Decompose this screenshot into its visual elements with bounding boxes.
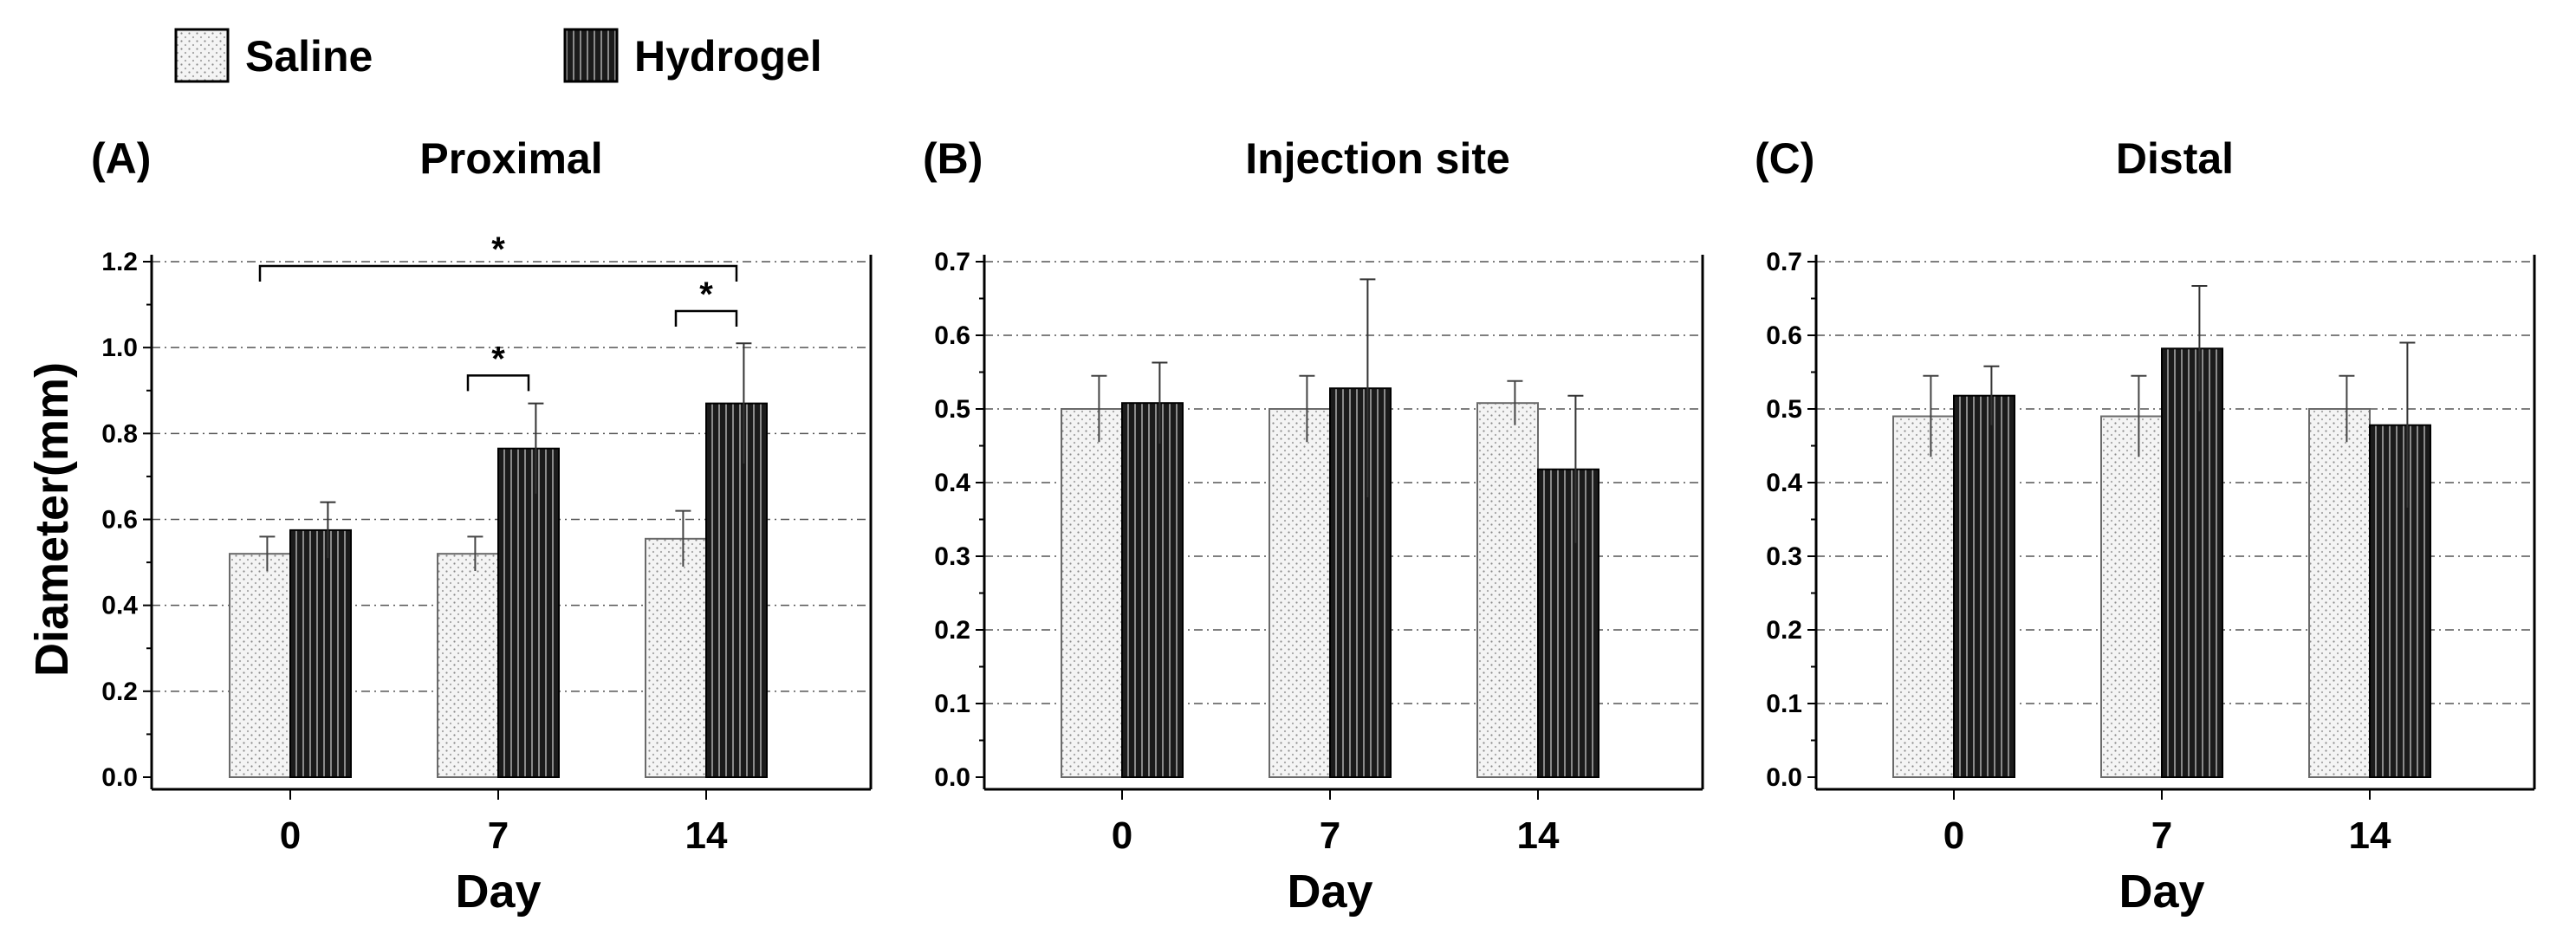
y-tick-label: 0.1	[1766, 690, 1802, 718]
panel-title: Distal	[2116, 134, 2234, 183]
bar-hydrogel	[2369, 424, 2431, 778]
y-tick-label: 0.4	[101, 592, 138, 620]
y-tick-label: 0.0	[934, 763, 970, 792]
significance-star: *	[699, 276, 713, 314]
legend-saline-label: Saline	[245, 32, 373, 81]
bar-hydrogel	[705, 402, 768, 778]
x-tick-label: 14	[685, 814, 728, 857]
x-tick-label: 14	[2349, 814, 2391, 857]
legend-saline-swatch	[174, 28, 230, 83]
legend-hydrogel-swatch	[563, 28, 619, 83]
legend-hydrogel-label: Hydrogel	[634, 32, 822, 81]
legend: Saline Hydrogel	[174, 28, 822, 83]
bar-hydrogel	[1953, 394, 2015, 778]
x-tick-label: 0	[1112, 814, 1132, 857]
y-tick-label: 0.7	[934, 248, 970, 276]
y-tick-label: 0.5	[1766, 395, 1802, 424]
y-tick-label: 0.5	[934, 395, 970, 424]
y-tick-label: 0.0	[1766, 763, 1802, 792]
y-tick-label: 1.0	[101, 334, 138, 362]
panel-label: (A)	[91, 134, 151, 183]
panel-label: (C)	[1755, 134, 1814, 183]
panel-proximal: (A) Proximal 0.0 0.2 0.4 0.6 0.8 1.0 1.2 * * * 0 7 14 D…	[26, 134, 873, 918]
y-tick-label: 0.8	[101, 419, 138, 448]
x-axis-label: Day	[455, 866, 541, 918]
significance-bracket	[466, 374, 530, 392]
y-tick-label: 0.6	[934, 321, 970, 350]
y-tick-label: 0.1	[934, 690, 970, 718]
y-tick-label: 0.3	[1766, 542, 1802, 571]
bar-hydrogel	[2161, 347, 2223, 778]
panel-distal: (C) Distal 0.0 0.1 0.2 0.3 0.4 0.5 0.6 0.7 0 7 14 Day	[1755, 134, 2536, 918]
y-tick-label: 0.4	[1766, 469, 1802, 497]
panel-title: Proximal	[419, 134, 602, 183]
bar-saline	[1061, 408, 1123, 778]
bar-hydrogel	[289, 529, 352, 778]
x-axis-label: Day	[1287, 866, 1372, 918]
x-tick-label: 7	[1320, 814, 1340, 857]
x-tick-label: 14	[1517, 814, 1560, 857]
y-tick-label: 1.2	[101, 248, 138, 276]
bar-saline	[645, 537, 707, 778]
y-tick-label: 0.3	[934, 542, 970, 571]
bar-saline	[2308, 408, 2371, 778]
x-tick-label: 0	[280, 814, 301, 857]
significance-bracket	[258, 264, 738, 282]
y-tick-label: 0.4	[934, 469, 970, 497]
bar-hydrogel	[1329, 387, 1392, 778]
bar-hydrogel	[1537, 468, 1599, 778]
significance-star: *	[491, 340, 505, 378]
y-axis-label: Diameter(mm)	[26, 362, 78, 677]
panel-injection-site: (B) Injection site 0.0 0.1 0.2 0.3 0.4 0.5 0.6 0.…	[923, 134, 1704, 918]
bar-saline	[229, 553, 291, 779]
bar-saline	[1476, 402, 1539, 778]
y-tick-label: 0.7	[1766, 248, 1802, 276]
x-tick-label: 7	[488, 814, 509, 857]
bar-saline	[1892, 415, 1955, 778]
significance-star: *	[491, 230, 505, 269]
bar-hydrogel	[1121, 402, 1184, 778]
y-tick-label: 0.2	[101, 678, 138, 706]
x-tick-label: 0	[1943, 814, 1964, 857]
y-tick-label: 0.0	[101, 763, 138, 792]
significance-bracket	[674, 309, 738, 328]
panel-label: (B)	[923, 134, 983, 183]
y-tick-label: 0.6	[1766, 321, 1802, 350]
x-axis-label: Day	[2119, 866, 2204, 918]
bar-saline	[1269, 408, 1331, 778]
y-tick-label: 0.6	[101, 506, 138, 535]
bar-hydrogel	[497, 447, 560, 778]
x-tick-label: 7	[2151, 814, 2172, 857]
y-tick-label: 0.2	[934, 616, 970, 645]
bar-saline	[437, 553, 499, 779]
panel-title: Injection site	[1245, 134, 1510, 183]
y-tick-label: 0.2	[1766, 616, 1802, 645]
bar-saline	[2100, 415, 2163, 778]
